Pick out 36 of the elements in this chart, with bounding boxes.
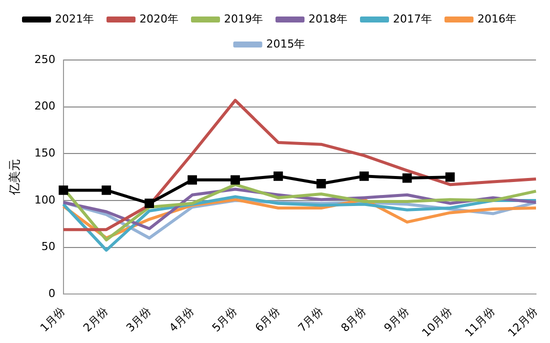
point bbox=[316, 178, 326, 188]
x-tick-label: 11月份 bbox=[462, 304, 498, 340]
legend-label: 2015年 bbox=[266, 37, 306, 50]
point bbox=[188, 175, 197, 185]
x-tick-label: 6月份 bbox=[252, 304, 282, 335]
point bbox=[445, 172, 455, 182]
point bbox=[402, 173, 412, 183]
legend-label: 2017年 bbox=[392, 12, 432, 26]
y-tick-label: 200 bbox=[34, 100, 56, 113]
x-tick-label: 9月份 bbox=[382, 304, 412, 335]
point bbox=[58, 186, 68, 195]
x-tick-label: 2月份 bbox=[80, 304, 111, 335]
x-tick-label: 12月份 bbox=[505, 304, 540, 340]
x-tick-label: 3月份 bbox=[124, 304, 154, 335]
legend-label: 2016年 bbox=[477, 12, 516, 26]
x-tick-label: 7月份 bbox=[296, 304, 326, 335]
legend-label: 2020年 bbox=[140, 12, 179, 26]
x-tick-label: 8月份 bbox=[338, 304, 368, 335]
y-axis-title: 亿美元 bbox=[7, 159, 22, 196]
point bbox=[102, 186, 112, 195]
y-tick-label: 150 bbox=[34, 146, 56, 160]
point bbox=[230, 175, 240, 185]
point bbox=[359, 171, 369, 181]
x-tick-label: 5月份 bbox=[210, 304, 240, 335]
legend-label: 2019年 bbox=[224, 12, 264, 26]
point bbox=[274, 171, 283, 181]
y-tick-label: 100 bbox=[34, 193, 56, 206]
y-tick-label: 250 bbox=[34, 52, 56, 66]
y-tick-label: 50 bbox=[41, 240, 56, 254]
point bbox=[144, 198, 154, 208]
x-tick-label: 10月份 bbox=[420, 304, 454, 340]
legend-label: 2018年 bbox=[308, 12, 348, 26]
x-tick-label: 1月份 bbox=[38, 304, 68, 335]
y-tick-label: 0 bbox=[48, 287, 56, 300]
x-tick-label: 4月份 bbox=[166, 304, 196, 335]
legend-label: 2021年 bbox=[55, 12, 94, 26]
